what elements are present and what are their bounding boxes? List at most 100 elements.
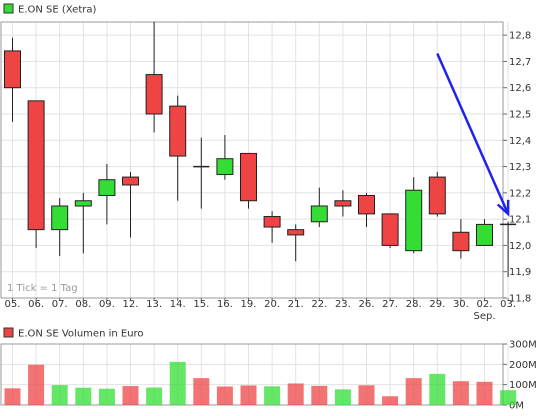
volume-bar [382, 396, 399, 405]
candle-body [405, 189, 423, 252]
candle [145, 22, 163, 133]
candle-body [74, 200, 92, 207]
price-y-tick-label: 12,0 [509, 241, 531, 252]
candle [216, 135, 234, 180]
candle-body [310, 205, 328, 223]
x-tick-label: 19. [241, 299, 257, 310]
candle-body [287, 229, 305, 236]
x-tick-label: 20. [264, 299, 280, 310]
x-tick-sublabel: Sep. [473, 311, 495, 322]
x-tick-label: 14. [170, 299, 186, 310]
volume-bar [240, 385, 257, 405]
candle-body [145, 74, 163, 115]
volume-bar [51, 385, 68, 405]
candle-body [240, 152, 257, 202]
candlestick-series [4, 22, 517, 277]
volume-bar [334, 389, 351, 405]
annotation-arrow [436, 53, 510, 217]
candle [452, 219, 470, 259]
volume-bar [193, 378, 210, 405]
volume-panel: E.ON SE Volumen in Euro 0M 100M 200M 300M [0, 327, 537, 412]
price-plot-frame [0, 21, 504, 299]
candle [169, 95, 187, 201]
x-tick-label: 16. [217, 299, 233, 310]
candle [287, 224, 305, 262]
price-y-tick-label: 11,9 [509, 267, 531, 278]
volume-y-axis: 0M 100M 200M 300M [503, 340, 537, 412]
candle-body [122, 176, 139, 186]
x-tick-label: 23. [335, 299, 351, 310]
candle [51, 198, 69, 256]
volume-bar [146, 387, 163, 405]
volume-bar [216, 386, 233, 405]
price-y-tick-label: 12,7 [509, 57, 531, 68]
x-tick-label: 02. [477, 299, 493, 310]
volume-y-tick-label: 0M [509, 401, 524, 412]
volume-bar [429, 373, 446, 405]
volume-bar [4, 388, 21, 405]
candle [98, 163, 116, 225]
price-y-tick-label: 12,1 [509, 215, 531, 226]
x-tick-label: 08. [75, 299, 91, 310]
candle [358, 192, 375, 228]
price-y-tick-label: 12,2 [509, 188, 531, 199]
candle [381, 213, 399, 249]
annotation-arrow-head [496, 199, 510, 217]
volume-y-tick-label: 100M [509, 380, 537, 391]
candle [500, 221, 517, 277]
candle-body [216, 158, 234, 175]
x-tick-label: 21. [288, 299, 304, 310]
x-tick-label: 06. [28, 299, 44, 310]
volume-bar [358, 385, 375, 405]
volume-bar [476, 381, 493, 405]
x-tick-label: 07. [52, 299, 68, 310]
candle [122, 171, 139, 238]
price-y-tick-label: 12,4 [509, 136, 531, 147]
price-y-tick-label: 12,8 [509, 31, 531, 42]
volume-bar [98, 388, 115, 405]
x-tick-label: 12. [123, 299, 139, 310]
candle [310, 187, 328, 228]
candle-body [476, 223, 493, 246]
price-y-tick-label: 12,6 [509, 83, 531, 94]
volume-legend-swatch [3, 327, 14, 338]
price-panel: E.ON SE (Xetra) 12,8 12,7 12,6 12,5 12,4 12,3… [0, 3, 532, 305]
candle [334, 190, 352, 217]
candle-body [51, 205, 69, 231]
x-tick-label: 27. [382, 299, 398, 310]
volume-legend-label: E.ON SE Volumen in Euro [18, 329, 144, 340]
volume-bar [500, 390, 517, 405]
volume-bar [122, 386, 139, 405]
volume-bar [28, 364, 45, 405]
volume-y-tick-label: 200M [509, 360, 537, 371]
x-axis: 05. 06. 07. 08. 09. 12. 13. 14. 15. 16. 19. 20. 21. 2… [5, 298, 516, 322]
candle-body [263, 216, 281, 228]
x-tick-label: 03. [500, 299, 516, 310]
x-tick-label: 29. [429, 299, 445, 310]
volume-bar [452, 381, 469, 405]
candle [27, 100, 45, 249]
x-tick-label: 22. [311, 299, 327, 310]
candle [240, 152, 257, 209]
candle [193, 137, 210, 209]
volume-bar [169, 361, 186, 405]
price-legend-label: E.ON SE (Xetra) [18, 5, 96, 16]
candle-body [381, 213, 399, 246]
x-tick-label: 30. [453, 299, 469, 310]
candle [74, 192, 92, 254]
candle-body [334, 200, 352, 207]
volume-bar-series [4, 361, 517, 405]
candle [263, 211, 281, 243]
candle-body [27, 100, 45, 231]
x-tick-label: 28. [406, 299, 422, 310]
candle [4, 37, 21, 122]
volume-bar [287, 383, 304, 405]
price-legend-swatch [3, 3, 14, 14]
candle-body [169, 105, 187, 157]
x-tick-label: 13. [146, 299, 162, 310]
volume-bar [405, 378, 422, 405]
volume-bar [311, 385, 328, 405]
candle-body [358, 194, 375, 215]
